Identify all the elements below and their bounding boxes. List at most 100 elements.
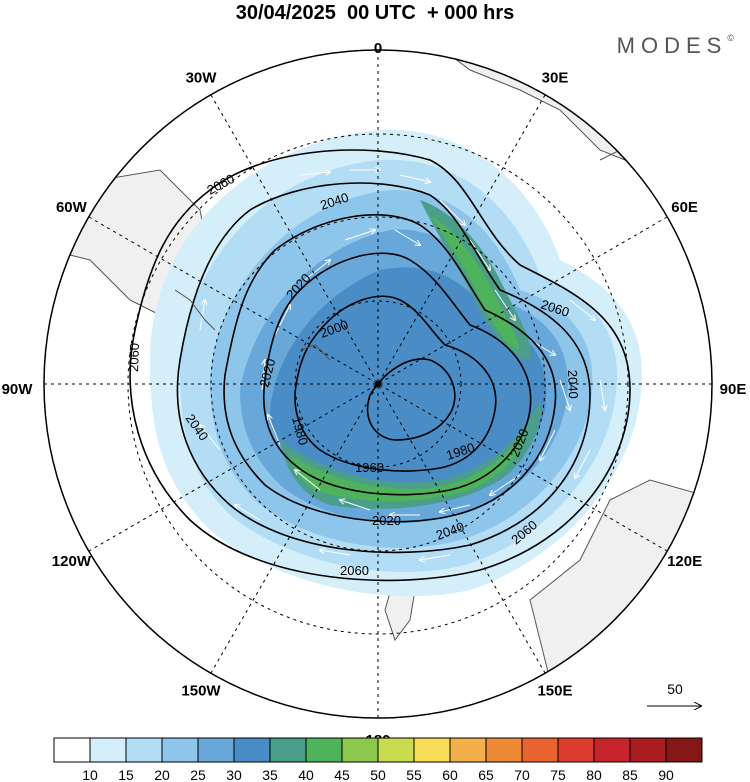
wind-vector xyxy=(569,299,595,320)
colorbar-tick-label: 65 xyxy=(478,767,494,782)
latitude-circle xyxy=(294,300,462,468)
wind-vector xyxy=(268,415,281,446)
colorbar-tick-label: 50 xyxy=(370,767,386,782)
colorbar-swatch xyxy=(485,737,523,763)
height-contours xyxy=(129,149,631,582)
colorbar-tick-label: 60 xyxy=(442,767,458,782)
colorbar-tick-label: 10 xyxy=(82,767,98,782)
wind-vector xyxy=(274,305,290,336)
latitude-circle xyxy=(210,216,546,552)
wind-vector xyxy=(494,289,515,320)
colorbar-swatch xyxy=(413,737,451,763)
longitude-label: 150W xyxy=(181,683,221,700)
contour-1960 xyxy=(366,358,456,441)
colorbar-swatch xyxy=(89,737,127,763)
brand-logo: MODES© xyxy=(617,33,734,59)
pole-marker xyxy=(375,381,381,387)
colorbar-tick-label: 55 xyxy=(406,767,422,782)
wind-vector xyxy=(575,449,591,478)
contour-2040 xyxy=(176,182,591,554)
wind-vector xyxy=(299,172,330,176)
longitude-label: 30E xyxy=(542,69,569,86)
wind-vector xyxy=(340,500,371,511)
colorbar-swatch xyxy=(593,737,631,763)
colorbar-tick-label: 70 xyxy=(514,767,530,782)
contour-label: 2020 xyxy=(256,357,278,389)
colorbar-tick-label: 45 xyxy=(334,767,350,782)
contour-label: 2020 xyxy=(372,513,401,528)
colorbar-tick-label: 40 xyxy=(298,767,314,782)
colorbar-swatch xyxy=(233,737,271,763)
wind-vector xyxy=(304,260,330,281)
wind-vector xyxy=(344,230,375,241)
map-field xyxy=(44,50,712,718)
coastline xyxy=(174,289,216,331)
graticule xyxy=(44,50,712,718)
longitude-label: 90W xyxy=(2,381,34,398)
reference-vector: 50 xyxy=(647,681,701,706)
colorbar-swatch xyxy=(521,737,559,763)
wind-vector xyxy=(420,554,451,560)
contour-1980 xyxy=(294,295,497,472)
wind-vector xyxy=(200,425,221,451)
colorbar-swatch xyxy=(629,737,667,763)
colorbar-swatch xyxy=(305,737,343,763)
wind-vector xyxy=(490,474,521,495)
colorbar-swatch xyxy=(161,737,199,763)
colorbar-swatch xyxy=(197,737,235,763)
contour-label: 1980 xyxy=(289,415,311,447)
coastline xyxy=(299,344,331,361)
colorbar-swatch xyxy=(557,737,595,763)
colorbar: 10 15 20 25 30 35 40 45 50 55 60 65 70 75 80 85 90 xyxy=(53,737,703,782)
contour-label: 2060 xyxy=(340,563,369,578)
wind-vector xyxy=(235,505,261,521)
wind-vector xyxy=(469,239,490,270)
colorbar-tick-label: 90 xyxy=(658,767,674,782)
colorbar-tick-label: 25 xyxy=(190,767,206,782)
colorbar-swatch xyxy=(53,737,91,763)
wind-vector xyxy=(399,174,430,182)
colorbar-tick-label: 15 xyxy=(118,767,134,782)
contour-2020 xyxy=(223,214,557,523)
longitude-labels: 030E60E90E120E150E180150W120W90W60W30W xyxy=(2,40,747,749)
colorbar-swatch xyxy=(665,737,703,763)
longitude-label: 60W xyxy=(56,199,88,216)
brand-copyright-mark: © xyxy=(727,33,734,43)
map-title: 30/04/2025 00 UTC + 000 hrs xyxy=(235,2,515,24)
map-boundary xyxy=(43,49,713,719)
wind-vector xyxy=(295,470,321,491)
colorbar-tick-label: 30 xyxy=(226,767,242,782)
colorbar-tick-label: 80 xyxy=(586,767,602,782)
colorbar-tick-label: 85 xyxy=(622,767,638,782)
colorbar-swatch xyxy=(269,737,307,763)
colorbar-tick-label: 20 xyxy=(154,767,170,782)
colorbar-swatch xyxy=(341,737,379,763)
longitude-label: 150E xyxy=(537,683,572,700)
brand-name: MODES xyxy=(616,33,728,58)
wind-vectors xyxy=(200,170,605,560)
wind-vector xyxy=(440,504,471,512)
wind-vector xyxy=(599,379,605,410)
wind-vector xyxy=(199,300,205,331)
wind-vector xyxy=(320,550,351,556)
contour-label: 1960 xyxy=(355,460,384,475)
wind-vector xyxy=(261,360,265,391)
contour-2060 xyxy=(129,149,631,582)
contour-label: 2060 xyxy=(126,343,142,372)
longitude-label: 90E xyxy=(720,381,747,398)
longitude-label: 120W xyxy=(52,553,92,570)
longitude-label: 120E xyxy=(667,553,702,570)
wind-vector xyxy=(394,229,420,245)
colorbar-swatch xyxy=(125,737,163,763)
colorbar-swatch xyxy=(449,737,487,763)
contour-label: 2040 xyxy=(565,370,581,399)
contour-2000 xyxy=(263,252,532,496)
wind-vector xyxy=(559,379,570,410)
longitude-label: 0 xyxy=(374,40,382,57)
colorbar-swatch xyxy=(377,737,415,763)
longitude-label: 60E xyxy=(671,199,698,216)
longitude-label: 30W xyxy=(186,69,218,86)
colorbar-tick-label: 35 xyxy=(262,767,278,782)
reference-vector-label: 50 xyxy=(667,681,683,697)
